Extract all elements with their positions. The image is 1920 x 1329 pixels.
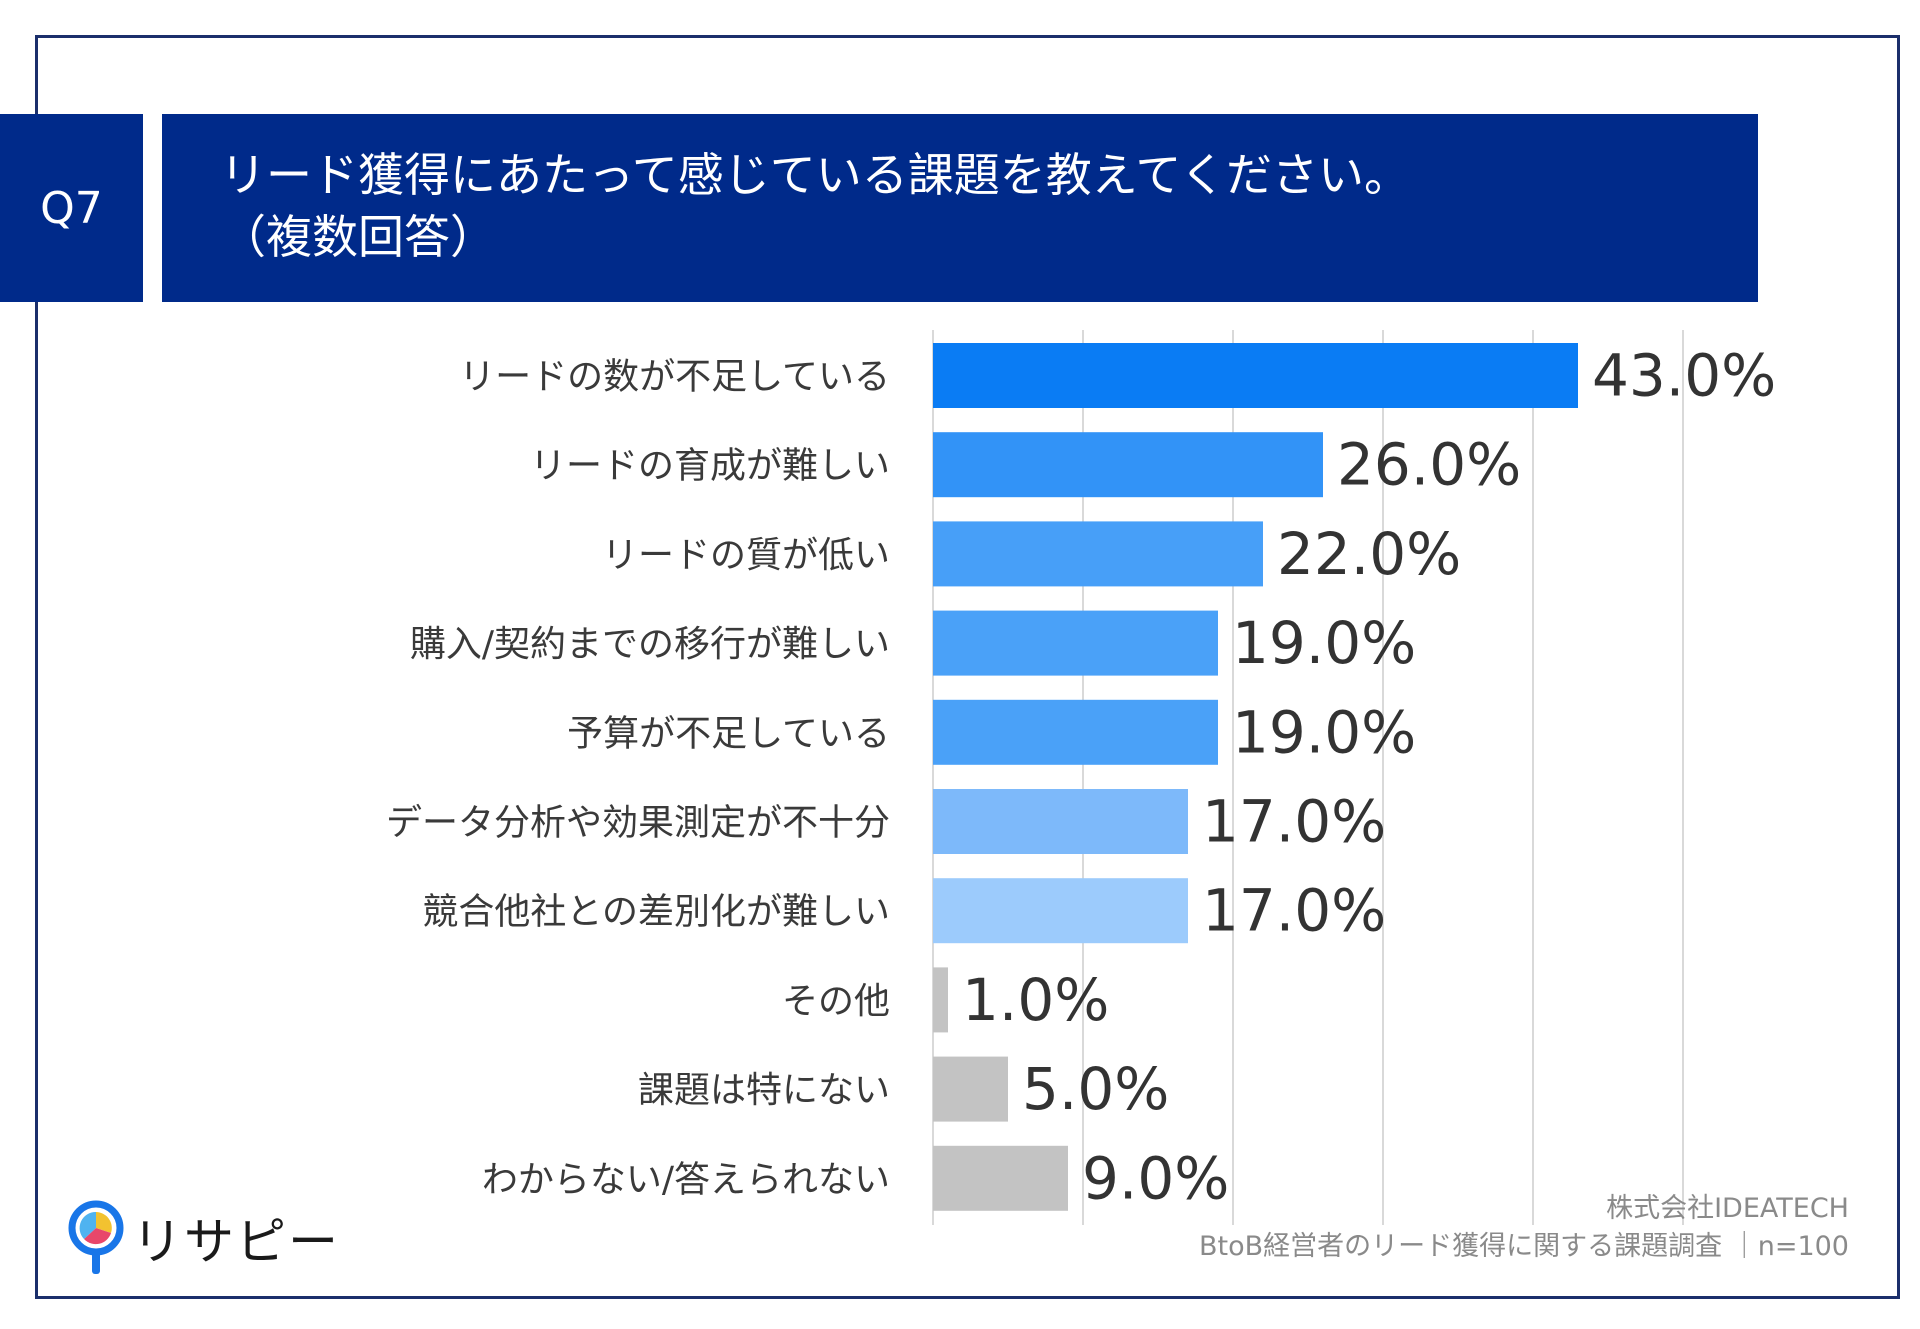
category-label: データ分析や効果測定が不十分 bbox=[386, 803, 890, 844]
question-title-banner: リード獲得にあたって感じている課題を教えてください。 （複数回答） bbox=[162, 114, 1758, 302]
category-label: リードの数が不足している bbox=[459, 357, 890, 398]
category-label: わからない/答えられない bbox=[482, 1159, 890, 1200]
bar bbox=[933, 343, 1578, 408]
bar bbox=[933, 699, 1218, 765]
question-number-badge: Q7 bbox=[0, 114, 143, 302]
chart-frame bbox=[35, 35, 1900, 1299]
value-label: 1.0% bbox=[962, 966, 1109, 1034]
category-label: 課題は特にない bbox=[638, 1070, 890, 1111]
source-company: 株式会社IDEATECH bbox=[1606, 1193, 1849, 1224]
bar bbox=[933, 967, 948, 1033]
value-label: 26.0% bbox=[1337, 431, 1521, 499]
bar bbox=[933, 1056, 1008, 1122]
value-label: 19.0% bbox=[1232, 698, 1416, 766]
category-label: その他 bbox=[782, 981, 890, 1022]
bar bbox=[933, 521, 1263, 587]
bar bbox=[933, 789, 1188, 854]
value-label: 5.0% bbox=[1022, 1055, 1169, 1123]
category-label: 購入/契約までの移行が難しい bbox=[410, 624, 890, 665]
category-label: リードの育成が難しい bbox=[530, 446, 890, 487]
value-label: 17.0% bbox=[1202, 788, 1386, 856]
bar bbox=[933, 610, 1218, 676]
category-label: 競合他社との差別化が難しい bbox=[422, 892, 890, 933]
value-label: 22.0% bbox=[1277, 520, 1461, 588]
value-label: 43.0% bbox=[1592, 342, 1776, 410]
category-label: リードの質が低い bbox=[602, 535, 890, 576]
bar bbox=[933, 878, 1188, 944]
value-label: 17.0% bbox=[1202, 877, 1386, 945]
category-label: 予算が不足している bbox=[567, 713, 890, 754]
logo: リサピー bbox=[68, 1200, 340, 1276]
bar bbox=[933, 1145, 1068, 1211]
value-label: 9.0% bbox=[1082, 1144, 1229, 1212]
question-subtitle: （複数回答） bbox=[220, 210, 496, 264]
source-note: 株式会社IDEATECH BtoB経営者のリード獲得に関する課題調査 ｜n=10… bbox=[1199, 1190, 1849, 1266]
question-number: Q7 bbox=[40, 182, 103, 234]
bar bbox=[933, 432, 1323, 498]
source-survey: BtoB経営者のリード獲得に関する課題調査 ｜n=100 bbox=[1198, 1231, 1849, 1262]
value-label: 19.0% bbox=[1232, 609, 1416, 677]
logo-text: リサピー bbox=[132, 1213, 340, 1271]
question-title: リード獲得にあたって感じている課題を教えてください。 bbox=[220, 148, 1411, 202]
pin-pie-icon bbox=[68, 1200, 124, 1274]
